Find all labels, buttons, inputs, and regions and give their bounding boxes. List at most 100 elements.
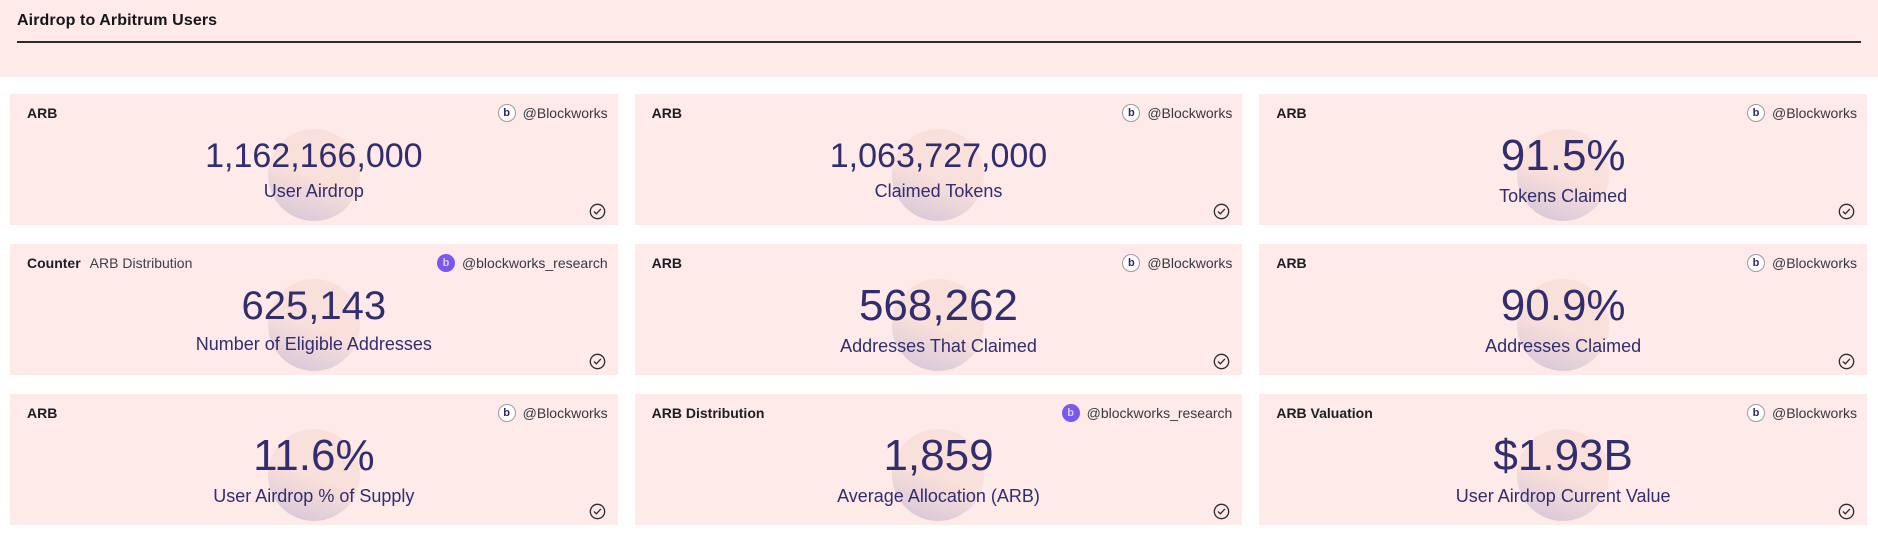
counter-body: 90.9% Addresses Claimed — [1259, 266, 1867, 375]
blockworks-logo-icon: b — [1122, 104, 1141, 122]
blockworks-logo-icon: b — [1746, 404, 1765, 422]
counter-value: 1,859 — [883, 431, 994, 480]
author-handle: @Blockworks — [1771, 255, 1857, 271]
counter-value: 625,143 — [241, 284, 387, 328]
section-title: Airdrop to Arbitrum Users — [17, 12, 218, 29]
dashboard-section-header: Airdrop to Arbitrum Users — [0, 0, 1878, 77]
blockworks-watermark-icon — [1517, 129, 1610, 221]
counter-value: 1,063,727,000 — [829, 137, 1048, 175]
counter-value: 90.9% — [1500, 281, 1626, 330]
card-header: ARB b @Blockworks — [635, 94, 1243, 122]
card-header: ARB b @Blockworks — [10, 94, 618, 122]
author-link[interactable]: b @Blockworks — [1122, 254, 1232, 272]
counter-value: 1,162,166,000 — [205, 137, 423, 175]
counter-caption: Addresses That Claimed — [840, 336, 1037, 356]
card-header: ARB Distribution b @blockworks_research — [635, 394, 1243, 422]
counter-card-airdrop-pct-of-supply: ARB b @Blockworks 11.6% User Airdrop % o… — [10, 394, 618, 525]
counter-caption: Addresses Claimed — [1485, 336, 1642, 356]
widget-title: ARB — [27, 105, 57, 121]
card-header: ARB b @Blockworks — [1259, 94, 1867, 122]
widget-title-text: ARB Valuation — [1276, 405, 1373, 421]
counter-card-eligible-addresses: Counter ARB Distribution b @blockworks_r… — [10, 244, 618, 375]
author-link[interactable]: b @Blockworks — [497, 104, 608, 122]
query-success-check-icon — [589, 503, 605, 520]
author-link[interactable]: b @Blockworks — [1746, 254, 1857, 272]
blockworks-logo-icon: b — [1122, 254, 1141, 272]
blockworks-research-logo-icon: b — [436, 254, 455, 272]
counter-value: 91.5% — [1500, 131, 1626, 180]
widget-title-text: ARB — [27, 105, 58, 121]
widget-title: ARB — [27, 405, 57, 421]
author-handle: @Blockworks — [1147, 255, 1233, 271]
section-divider — [17, 41, 1861, 43]
counter-body: 1,859 Average Allocation (ARB) — [635, 416, 1243, 525]
widget-title-text: ARB — [651, 105, 682, 121]
widget-title: ARB — [1276, 255, 1306, 271]
counter-card-airdrop-current-value: ARB Valuation b @Blockworks $1.93B User … — [1259, 394, 1867, 525]
card-header: ARB b @Blockworks — [635, 244, 1243, 272]
author-handle: @Blockworks — [1771, 105, 1857, 121]
counter-caption: Number of Eligible Addresses — [195, 334, 432, 354]
counter-body: 1,162,166,000 User Airdrop — [10, 116, 618, 225]
counter-caption: User Airdrop % of Supply — [213, 486, 415, 506]
widget-title-text: ARB Distribution — [651, 405, 765, 421]
author-handle: @Blockworks — [522, 105, 608, 121]
counter-card-user-airdrop: ARB b @Blockworks 1,162,166,000 User Air… — [10, 94, 618, 225]
blockworks-logo-icon: b — [497, 104, 516, 122]
blockworks-logo-icon: b — [1746, 254, 1765, 272]
blockworks-logo-icon: b — [1746, 104, 1765, 122]
widget-type-label: Counter — [27, 255, 81, 271]
counter-grid: ARB b @Blockworks 1,162,166,000 User Air… — [0, 94, 1878, 535]
widget-title-text: ARB — [651, 255, 682, 271]
widget-title-text: ARB — [1276, 105, 1307, 121]
blockworks-watermark-icon — [267, 279, 360, 371]
counter-body: $1.93B User Airdrop Current Value — [1259, 416, 1867, 525]
counter-card-average-allocation: ARB Distribution b @blockworks_research … — [634, 394, 1243, 525]
card-header: ARB b @Blockworks — [10, 394, 618, 422]
query-success-check-icon — [589, 353, 605, 370]
query-success-check-icon — [1838, 353, 1855, 370]
widget-title: ARB — [652, 255, 682, 271]
author-link[interactable]: b @Blockworks — [497, 404, 608, 422]
blockworks-watermark-icon — [1517, 279, 1610, 371]
blockworks-research-logo-icon: b — [1061, 404, 1080, 422]
query-success-check-icon — [1838, 503, 1855, 520]
counter-body: 568,262 Addresses That Claimed — [635, 266, 1243, 375]
author-link[interactable]: b @Blockworks — [1746, 104, 1857, 122]
counter-caption: User Airdrop — [263, 181, 364, 201]
query-success-check-icon — [1213, 203, 1230, 220]
widget-title: Counter ARB Distribution — [27, 255, 192, 271]
author-handle: @blockworks_research — [1086, 405, 1233, 421]
blockworks-watermark-icon — [267, 429, 360, 521]
author-handle: @blockworks_research — [461, 255, 608, 271]
counter-body: 625,143 Number of Eligible Addresses — [10, 266, 618, 375]
blockworks-watermark-icon — [892, 279, 985, 371]
author-handle: @Blockworks — [522, 405, 608, 421]
author-link[interactable]: b @Blockworks — [1746, 404, 1857, 422]
author-link[interactable]: b @Blockworks — [1122, 104, 1232, 122]
counter-card-tokens-claimed-pct: ARB b @Blockworks 91.5% Tokens Claimed — [1259, 94, 1867, 225]
query-success-check-icon — [1213, 353, 1230, 370]
query-success-check-icon — [589, 203, 605, 220]
counter-caption: User Airdrop Current Value — [1455, 486, 1671, 506]
widget-title: ARB — [1276, 105, 1306, 121]
counter-caption: Average Allocation (ARB) — [837, 486, 1040, 506]
author-handle: @Blockworks — [1147, 105, 1233, 121]
query-success-check-icon — [1838, 203, 1855, 220]
counter-body: 1,063,727,000 Claimed Tokens — [635, 116, 1243, 225]
widget-title: ARB Valuation — [1276, 405, 1372, 421]
blockworks-logo-icon: b — [497, 404, 516, 422]
counter-value: 568,262 — [858, 281, 1019, 330]
blockworks-watermark-icon — [892, 129, 985, 221]
blockworks-watermark-icon — [1517, 429, 1610, 521]
author-link[interactable]: b @blockworks_research — [1061, 404, 1233, 422]
counter-value: $1.93B — [1493, 431, 1633, 480]
counter-caption: Claimed Tokens — [874, 181, 1003, 201]
counter-caption: Tokens Claimed — [1499, 186, 1628, 206]
counter-card-claimed-tokens: ARB b @Blockworks 1,063,727,000 Claimed … — [634, 94, 1243, 225]
widget-title-text: ARB Distribution — [89, 255, 193, 271]
card-header: Counter ARB Distribution b @blockworks_r… — [10, 244, 618, 272]
counter-body: 91.5% Tokens Claimed — [1259, 116, 1867, 225]
widget-title: ARB Distribution — [652, 405, 765, 421]
author-link[interactable]: b @blockworks_research — [436, 254, 608, 272]
